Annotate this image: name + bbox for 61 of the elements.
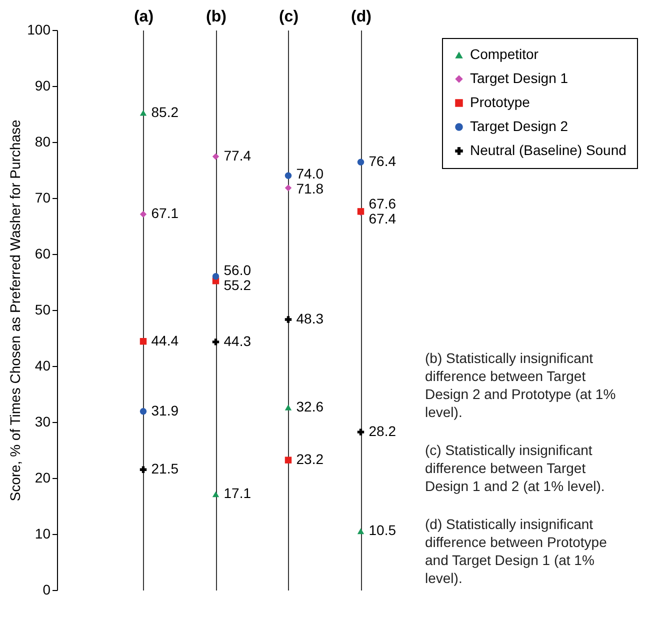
data-label: 21.5 xyxy=(151,460,179,477)
point xyxy=(140,466,147,473)
data-label: 55.2 xyxy=(224,277,252,294)
y-tick-label: 0 xyxy=(42,582,51,598)
text: (c) Statistically insignificant difference between Target Design 1 and 2 (at 1% level). xyxy=(425,442,605,494)
x-tick-label: (b) xyxy=(206,8,226,26)
point xyxy=(212,153,220,160)
data-label: 48.3 xyxy=(296,310,324,327)
y-tick-label: 20 xyxy=(34,470,51,486)
legend-label: Target Design 2 xyxy=(470,118,568,134)
point xyxy=(357,158,364,166)
point xyxy=(284,456,292,464)
data-label: 44.3 xyxy=(224,332,252,349)
point xyxy=(357,428,364,436)
point xyxy=(212,273,220,280)
point xyxy=(212,338,220,346)
point xyxy=(357,528,364,534)
y-axis-title: Score, % of Times Chosen as Preferred Washer for Purchase xyxy=(7,120,24,502)
data-label: 31.9 xyxy=(151,402,179,418)
legend-label: Neutral (Baseline) Sound xyxy=(470,142,626,158)
data-label: 67.6 xyxy=(368,196,396,212)
data-label: 71.8 xyxy=(296,180,324,196)
data-label: 23.2 xyxy=(296,451,324,468)
point xyxy=(140,338,147,345)
point xyxy=(284,172,292,179)
data-label: 10.5 xyxy=(368,522,396,538)
point xyxy=(140,408,147,415)
x-tick-label: (a) xyxy=(134,8,154,26)
x-tick-label: (c) xyxy=(278,8,299,26)
data-label: 74.0 xyxy=(296,165,324,182)
legend-label: Prototype xyxy=(470,94,530,110)
data-label: 67.1 xyxy=(151,205,179,222)
legend-label: Competitor xyxy=(470,46,539,62)
point xyxy=(284,316,292,323)
data-label: 32.6 xyxy=(296,398,324,414)
data-label: 17.1 xyxy=(224,485,252,502)
data-label: 67.4 xyxy=(368,210,396,226)
y-tick-label: 30 xyxy=(34,414,51,430)
y-tick-label: 90 xyxy=(34,78,51,94)
y-tick-label: 70 xyxy=(34,190,51,206)
y-tick-label: 10 xyxy=(34,526,51,542)
data-label: 44.4 xyxy=(151,332,179,348)
y-tick-label: 40 xyxy=(34,358,51,374)
point xyxy=(140,210,147,218)
data-label: 76.4 xyxy=(368,153,396,170)
data-label: 56.0 xyxy=(224,262,252,278)
y-tick-label: 80 xyxy=(34,134,51,150)
y-tick-label: 100 xyxy=(27,22,51,38)
data-label: 85.2 xyxy=(151,104,179,120)
point xyxy=(284,404,292,410)
legend-label: Target Design 1 xyxy=(470,70,568,86)
text: (d) Statistically insignificant difference between Prototype and Target Design 1 (at 1% level). xyxy=(425,516,608,586)
point xyxy=(140,110,147,116)
point xyxy=(284,184,292,192)
y-tick-label: 50 xyxy=(34,302,51,318)
data-label: 77.4 xyxy=(224,148,252,164)
point xyxy=(212,491,220,498)
y-tick-label: 60 xyxy=(34,246,51,262)
data-label: 28.2 xyxy=(368,423,396,440)
x-tick-label: (d) xyxy=(351,8,372,26)
text: (b) Statistically insignificant difference between Target Design 2 and Prototype (at 1% level). xyxy=(425,350,616,420)
